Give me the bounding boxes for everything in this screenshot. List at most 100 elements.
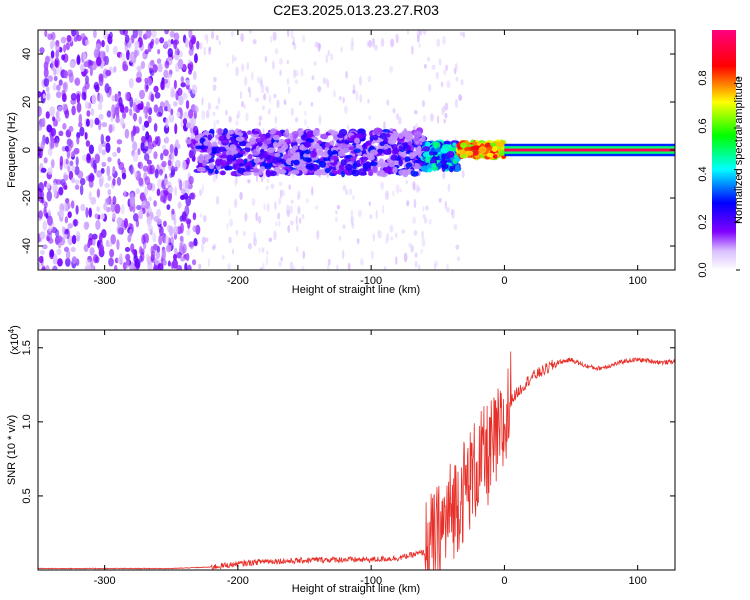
spectrogram-y-label: Frequency (Hz)	[6, 112, 18, 188]
spectrogram-cell	[177, 58, 184, 70]
spectrogram-y-tick-label: 40	[21, 48, 33, 60]
spectrogram-cell	[272, 31, 277, 41]
spectrogram-cell	[185, 139, 192, 145]
spectrogram-cell	[208, 163, 215, 170]
spectrogram-cell	[88, 207, 92, 218]
spectrogram-cell	[70, 92, 77, 101]
spectrogram-cell	[65, 249, 71, 261]
spectrogram-cell	[147, 107, 153, 116]
spectrogram-cell	[301, 213, 305, 219]
spectrogram-cell	[95, 219, 101, 230]
spectrogram-cell	[60, 36, 67, 44]
spectrogram-cell	[154, 257, 160, 266]
spectrogram-cell	[421, 230, 424, 239]
spectrogram-cell	[234, 178, 238, 187]
spectrogram-cell	[112, 195, 117, 205]
spectrogram-cell	[261, 247, 265, 254]
spectrogram-cell	[219, 154, 228, 159]
spectrogram-cell	[39, 191, 45, 200]
spectrogram-cell	[71, 165, 76, 172]
spectrogram-cell	[136, 204, 142, 211]
spectrogram-cell	[64, 246, 69, 252]
spectrogram-cell	[87, 241, 91, 249]
snr-y-tick-label: 1.5	[21, 340, 33, 355]
spectrogram-cell	[479, 147, 486, 152]
spectrogram-cell	[186, 228, 191, 236]
spectrogram-cell	[269, 170, 277, 177]
spectrogram-cell	[212, 111, 216, 116]
spectrogram-cell	[112, 45, 118, 55]
spectrogram-cell	[137, 103, 144, 110]
spectrogram-cell	[392, 166, 398, 174]
spectrogram-cell	[171, 208, 175, 215]
spectrogram-cell	[67, 69, 73, 77]
spectrogram-cell	[53, 75, 58, 82]
spectrogram-cell	[170, 165, 176, 176]
spectrogram-cell	[199, 42, 203, 50]
spectrogram-cell	[226, 154, 234, 162]
spectrogram-cell	[289, 220, 294, 226]
spectrogram-cell	[83, 244, 89, 253]
spectrogram-cell	[176, 264, 183, 270]
spectrogram-cell	[490, 142, 497, 147]
spectrogram-cell	[368, 201, 371, 207]
spectrogram-cell	[212, 174, 216, 183]
spectrogram-cell	[239, 90, 243, 100]
spectrogram-cell	[195, 145, 205, 150]
spectrogram-cell	[38, 91, 42, 98]
spectrogram-cell	[190, 132, 195, 139]
colorbar-tick-label: 0.8	[697, 70, 709, 85]
spectrogram-cell	[111, 95, 116, 102]
spectrogram-cell	[65, 42, 70, 51]
spectrogram-cell	[43, 206, 47, 217]
spectrogram-cell	[42, 244, 48, 250]
spectrogram-cell	[241, 100, 244, 108]
spectrogram-cell	[425, 205, 429, 210]
spectrogram-y-tick-label: 20	[21, 96, 33, 108]
spectrogram-cell	[294, 79, 299, 84]
spectrogram-cell	[128, 52, 135, 63]
spectrogram-cell	[454, 98, 459, 109]
spectrogram-cell	[159, 225, 164, 237]
spectrogram-cell	[116, 139, 123, 145]
spectrogram-cell	[322, 77, 327, 85]
spectrogram-cell	[390, 236, 394, 241]
spectrogram-cell	[92, 159, 97, 170]
spectrogram-cell	[167, 159, 172, 167]
spectrogram-cell	[191, 259, 197, 266]
spectrogram-cell	[207, 141, 212, 149]
spectrogram-cell	[124, 91, 130, 101]
spectrogram-cell	[90, 257, 94, 268]
spectrogram-cell	[85, 140, 91, 147]
spectrogram-cell	[348, 146, 355, 151]
spectrogram-cell	[207, 258, 210, 268]
spectrogram-cell	[457, 149, 466, 155]
spectrogram-cell	[444, 112, 448, 119]
spectrogram-cell	[241, 63, 245, 72]
spectrogram-cell	[295, 246, 299, 253]
spectrogram-cell	[398, 159, 403, 167]
spectrogram-cell	[164, 136, 170, 144]
spectrogram-cell	[335, 210, 338, 215]
spectrogram-cell	[358, 75, 363, 86]
spectrogram-cell	[144, 81, 149, 93]
spectrogram-cell	[213, 120, 216, 130]
spectrogram-cell	[138, 209, 144, 220]
spectrogram-cell	[49, 249, 55, 258]
spectrogram-cell	[101, 40, 105, 48]
spectrogram-cell	[320, 133, 329, 140]
spectrogram-cell	[290, 107, 294, 116]
spectrogram-cell	[108, 257, 114, 267]
spectrogram-cell	[346, 124, 350, 131]
spectrogram-cell	[192, 212, 197, 221]
spectrogram-cell	[173, 217, 177, 226]
spectrogram-cell	[382, 149, 392, 155]
spectrogram-cell	[107, 35, 113, 45]
spectrogram-cell	[383, 121, 386, 132]
spectrogram-cell	[248, 89, 252, 99]
spectrogram-cell	[234, 56, 237, 62]
spectrogram-cell	[198, 263, 202, 270]
spectrogram-cell	[348, 188, 353, 196]
spectrogram-cell	[105, 197, 112, 206]
spectrogram-cell	[262, 263, 265, 270]
